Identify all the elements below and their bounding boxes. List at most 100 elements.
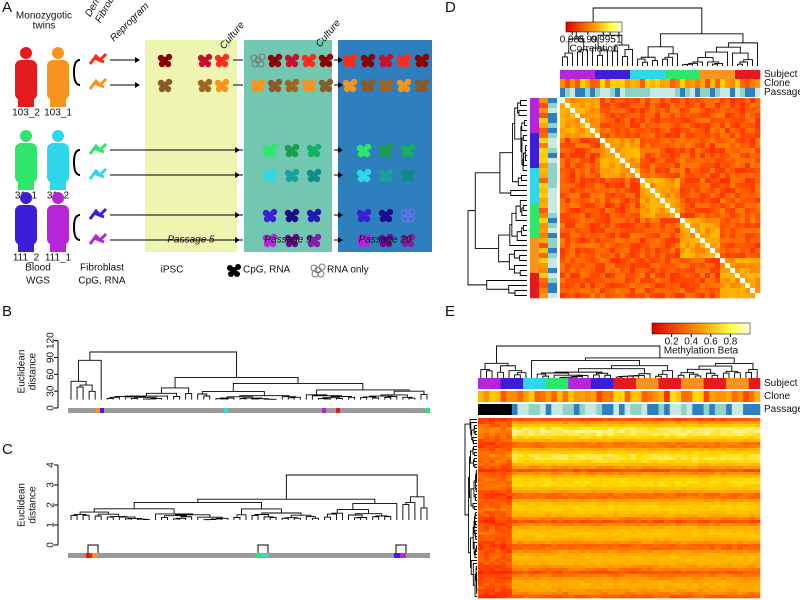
heatmap-cell bbox=[580, 128, 585, 133]
heatmap-cell bbox=[754, 430, 760, 433]
heatmap-cell bbox=[754, 523, 760, 526]
heatmap-cell bbox=[681, 481, 687, 484]
heatmap-cell bbox=[750, 163, 755, 168]
person-leg bbox=[18, 240, 34, 252]
heatmap-cell bbox=[670, 421, 676, 424]
heatmap-cell bbox=[755, 188, 760, 193]
heatmap-cell bbox=[613, 541, 619, 544]
heatmap-cell bbox=[625, 178, 630, 183]
heatmap-cell bbox=[568, 487, 574, 490]
heatmap-cell bbox=[560, 113, 565, 118]
heatmap-cell bbox=[665, 288, 670, 293]
heatmap-cell bbox=[680, 278, 685, 283]
heatmap-cell bbox=[575, 248, 580, 253]
heatmap-cell bbox=[501, 445, 507, 448]
heatmap-cell bbox=[596, 469, 602, 472]
colony bbox=[365, 209, 371, 215]
heatmap-cell bbox=[687, 547, 693, 550]
heatmap-cell bbox=[563, 427, 569, 430]
heatmap-cell bbox=[534, 472, 540, 475]
heatmap-cell bbox=[570, 153, 575, 158]
heatmap-cell bbox=[737, 502, 743, 505]
heatmap-cell bbox=[630, 529, 636, 532]
heatmap-cell bbox=[560, 108, 565, 113]
heatmap-cell bbox=[568, 508, 574, 511]
heatmap-cell bbox=[655, 143, 660, 148]
heatmap-cell bbox=[478, 571, 484, 574]
heatmap-cell bbox=[620, 178, 625, 183]
colony bbox=[259, 79, 265, 85]
heatmap-cell bbox=[655, 148, 660, 153]
heatmap-cell bbox=[610, 288, 615, 293]
annotation-cell bbox=[735, 88, 740, 97]
heatmap-cell bbox=[749, 484, 755, 487]
heatmap-cell bbox=[478, 547, 484, 550]
heatmap-cell bbox=[730, 253, 735, 258]
annotation-cell bbox=[548, 233, 557, 238]
heatmap-cell bbox=[640, 163, 645, 168]
heatmap-cell bbox=[749, 469, 755, 472]
heatmap-cell bbox=[574, 463, 580, 466]
heatmap-cell bbox=[501, 538, 507, 541]
leaf-color bbox=[224, 408, 228, 413]
heatmap-cell bbox=[585, 517, 591, 520]
heatmap-cell bbox=[690, 123, 695, 128]
heatmap-cell bbox=[625, 223, 630, 228]
heatmap-cell bbox=[665, 133, 670, 138]
heatmap-cell bbox=[563, 544, 569, 547]
heatmap-cell bbox=[690, 258, 695, 263]
heatmap-cell bbox=[625, 457, 631, 460]
heatmap-cell bbox=[551, 559, 557, 562]
heatmap-cell bbox=[642, 445, 648, 448]
heatmap-cell bbox=[557, 505, 563, 508]
heatmap-cell bbox=[664, 469, 670, 472]
heatmap-cell bbox=[715, 496, 721, 499]
heatmap-cell bbox=[560, 143, 565, 148]
heatmap-cell bbox=[546, 445, 552, 448]
annotation-cell bbox=[548, 98, 557, 103]
annotation-cell bbox=[737, 404, 743, 415]
heatmap-cell bbox=[625, 466, 631, 469]
heatmap-cell bbox=[534, 553, 540, 556]
heatmap-cell bbox=[735, 193, 740, 198]
annotation-cell bbox=[548, 218, 557, 223]
heatmap-cell bbox=[557, 475, 563, 478]
heatmap-cell bbox=[495, 559, 501, 562]
annotation-cell bbox=[687, 391, 693, 402]
heatmap-cell bbox=[484, 568, 490, 571]
heatmap-cell bbox=[630, 433, 636, 436]
heatmap-cell bbox=[721, 481, 727, 484]
heatmap-cell bbox=[636, 493, 642, 496]
heatmap-cell bbox=[647, 430, 653, 433]
heatmap-cell bbox=[653, 451, 659, 454]
heatmap-cell bbox=[745, 243, 750, 248]
legend-colony bbox=[228, 271, 234, 277]
heatmap-cell bbox=[715, 457, 721, 460]
heatmap-cell bbox=[501, 457, 507, 460]
heatmap-cell bbox=[653, 478, 659, 481]
heatmap-cell bbox=[692, 436, 698, 439]
heatmap-cell bbox=[726, 550, 732, 553]
heatmap-cell bbox=[698, 457, 704, 460]
heatmap-cell bbox=[647, 511, 653, 514]
heatmap-cell bbox=[721, 430, 727, 433]
heatmap-cell bbox=[608, 523, 614, 526]
heatmap-cell bbox=[620, 113, 625, 118]
heatmap-cell bbox=[512, 553, 518, 556]
heatmap-cell bbox=[600, 273, 605, 278]
heatmap-cell bbox=[681, 529, 687, 532]
heatmap-cell bbox=[732, 541, 738, 544]
heatmap-cell bbox=[580, 253, 585, 258]
heatmap-cell bbox=[605, 178, 610, 183]
heatmap-cell bbox=[690, 148, 695, 153]
heatmap-cell bbox=[602, 523, 608, 526]
heatmap-cell bbox=[665, 208, 670, 213]
heatmap-cell bbox=[501, 532, 507, 535]
heatmap-cell bbox=[489, 544, 495, 547]
heatmap-cell bbox=[523, 445, 529, 448]
heatmap-cell bbox=[591, 451, 597, 454]
heatmap-cell bbox=[506, 517, 512, 520]
heatmap-cell bbox=[610, 213, 615, 218]
heatmap-cell bbox=[534, 460, 540, 463]
heatmap-cell bbox=[690, 253, 695, 258]
